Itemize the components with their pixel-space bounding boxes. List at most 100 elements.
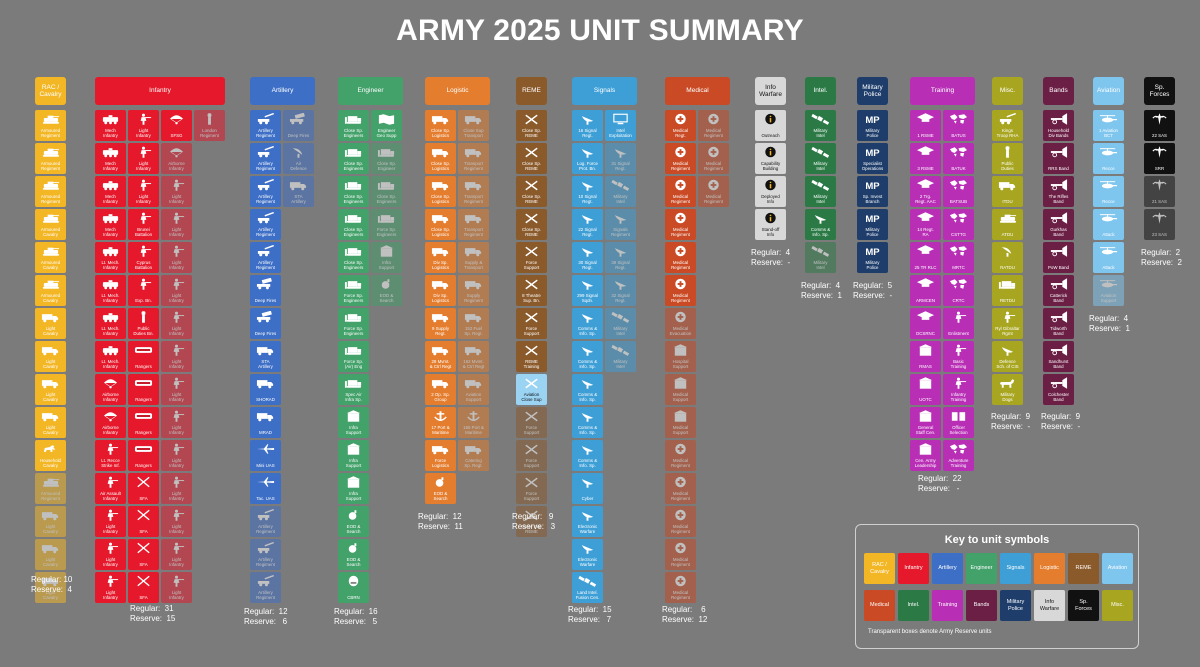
- unit-box: 3 RSME: [910, 143, 941, 174]
- regular-total: Regular: 31: [130, 604, 174, 613]
- unit-box: Infantry Training: [943, 374, 974, 405]
- unit-label: 22 Signal Regt.: [578, 227, 597, 238]
- unit-label: Infra Support: [345, 491, 362, 502]
- unit-box: Transport Regiment: [458, 209, 489, 240]
- unit-label: STA Artillery: [258, 359, 273, 370]
- unit-label: Close Sp. Logistics: [430, 227, 451, 238]
- unit-label: Medical Regiment: [671, 590, 690, 601]
- reserve-total: Reserve: -: [751, 258, 791, 267]
- unit-label: 8 Theatre Sup. Bn.: [522, 293, 541, 304]
- unit-label: Medical Regiment: [671, 524, 690, 535]
- unit-box: Light Infantry: [161, 506, 192, 537]
- unit-label: Light Infantry: [136, 194, 151, 205]
- unit-label: Light Infantry: [103, 557, 118, 568]
- unit-box: MP Military Police: [857, 110, 888, 141]
- unit-box: Light Cavalry: [35, 506, 66, 537]
- unit-box: Armoured Regiment: [35, 110, 66, 141]
- unit-label: Deep Fires: [254, 298, 277, 304]
- unit-box: 10 Signal Regt.: [572, 176, 603, 207]
- unit-box: Medical Regiment: [698, 143, 729, 174]
- unit-box: Aviation Support: [458, 374, 489, 405]
- unit-box: BATUK: [943, 143, 974, 174]
- unit-label: Colchester Band: [1048, 392, 1069, 403]
- unit-label: SFA: [139, 529, 148, 535]
- unit-label: Close Sp. Engineers: [343, 128, 364, 139]
- unit-box: Tac. UAS: [250, 473, 281, 504]
- unit-label: 21 SAS: [1152, 199, 1167, 205]
- unit-box: Medical Regiment: [665, 275, 696, 306]
- unit-box: Kings Troop RHA: [992, 110, 1023, 141]
- unit-label: Military Police: [865, 227, 880, 238]
- unit-label: SHORAD: [256, 397, 275, 403]
- unit-label: Light Infantry: [169, 491, 184, 502]
- key-swatch: Logistic: [1034, 553, 1065, 584]
- unit-label: 3 RSME: [917, 166, 934, 172]
- unit-label: Comms & Info. Sp.: [577, 392, 598, 403]
- unit-box: REME Training: [516, 341, 547, 372]
- unit-box: General Staff Cen.: [910, 407, 941, 438]
- unit-label: SFA: [139, 562, 148, 568]
- unit-box: Light Infantry: [128, 143, 159, 174]
- unit-box: Transport Regiment: [458, 143, 489, 174]
- regular-total: Regular: 12: [244, 607, 288, 616]
- reserve-total: Reserve: 15: [130, 614, 176, 623]
- unit-label: Exp. Bn.: [135, 298, 152, 304]
- unit-label: Light Cavalry: [43, 524, 58, 535]
- unit-label: Comms & Info. Sp.: [577, 425, 598, 436]
- unit-box: Close Sp. REME: [516, 176, 547, 207]
- unit-label: Light Cavalry: [43, 557, 58, 568]
- unit-box: Infra Support: [371, 242, 402, 273]
- unit-box: Light Cavalry: [35, 308, 66, 339]
- unit-box: Lt. Mech. Infantry: [95, 308, 126, 339]
- unit-box: Artillery Regiment: [250, 539, 281, 570]
- unit-label: Medical Regiment: [671, 293, 690, 304]
- unit-label: Airborne Infantry: [102, 392, 119, 403]
- unit-box: Lt. Mech. Infantry: [95, 341, 126, 372]
- unit-box: Armoured Regiment: [35, 143, 66, 174]
- unit-box: Force Support: [516, 308, 547, 339]
- reserve-total: Reserve: 2: [1141, 258, 1182, 267]
- unit-label: 14 Regt. RA: [917, 227, 934, 238]
- unit-label: Public Duties: [1001, 161, 1014, 172]
- unit-label: Artillery Regiment: [256, 524, 275, 535]
- unit-box: Close Sp. Engineers: [338, 110, 369, 141]
- unit-label: ITDU: [1002, 199, 1013, 205]
- unit-label: Close Sp. Engineers: [343, 194, 364, 205]
- unit-label: 299 Signal Sqdn.: [577, 293, 598, 304]
- unit-label: Electronic Warfare: [577, 557, 598, 568]
- unit-label: Medical Regiment: [671, 557, 690, 568]
- unit-box: Close Sp. Logistics: [425, 209, 456, 240]
- unit-box: Attack: [1093, 242, 1124, 273]
- unit-box: Military Dogs: [992, 374, 1023, 405]
- unit-label: Log. Force Prot. Bn.: [577, 161, 598, 172]
- unit-box: Force Support: [516, 440, 547, 471]
- unit-box: Comms & Info. Sp.: [572, 407, 603, 438]
- unit-label: 30 Signal Regt.: [578, 260, 597, 271]
- column-header-inf: Infantry: [95, 77, 225, 105]
- unit-label: Force Sp. Engineers: [343, 293, 364, 304]
- unit-box: Comms & Info. Sp.: [805, 209, 836, 240]
- unit-label: 1 Aviation BCT: [1099, 128, 1118, 139]
- unit-label: Deployed Info: [761, 194, 780, 205]
- unit-label: Force Logistics: [431, 458, 450, 469]
- unit-box: Ryl Gibraltar Rgmt: [992, 308, 1023, 339]
- unit-label: Lt. Mech. Infantry: [101, 359, 120, 370]
- unit-label: Light Infantry: [103, 590, 118, 601]
- unit-box: London Regiment: [194, 110, 225, 141]
- unit-label: Tidworth Band: [1050, 326, 1067, 337]
- unit-label: Close Sp. Logistics: [430, 161, 451, 172]
- unit-label: DCSRNC: [916, 331, 935, 337]
- unit-label: Lt. Recce Strike Inf.: [101, 458, 120, 469]
- unit-label: Military Intel: [813, 161, 828, 172]
- unit-label: Force Support: [523, 458, 540, 469]
- unit-label: Supply & Transport: [464, 260, 483, 271]
- unit-label: Military Intel: [813, 260, 828, 271]
- unit-box: Lt. Mech. Infantry: [95, 242, 126, 273]
- unit-label: Capability Building: [760, 161, 781, 172]
- unit-box: 2 Op. Sp. Group: [425, 374, 456, 405]
- unit-box: Comms & Info. Sp.: [572, 440, 603, 471]
- unit-box: ATDU: [992, 209, 1023, 240]
- unit-label: Infra Support: [345, 458, 362, 469]
- unit-box: Lt. Recce Strike Inf.: [95, 440, 126, 471]
- unit-label: Military Dogs: [1000, 392, 1015, 403]
